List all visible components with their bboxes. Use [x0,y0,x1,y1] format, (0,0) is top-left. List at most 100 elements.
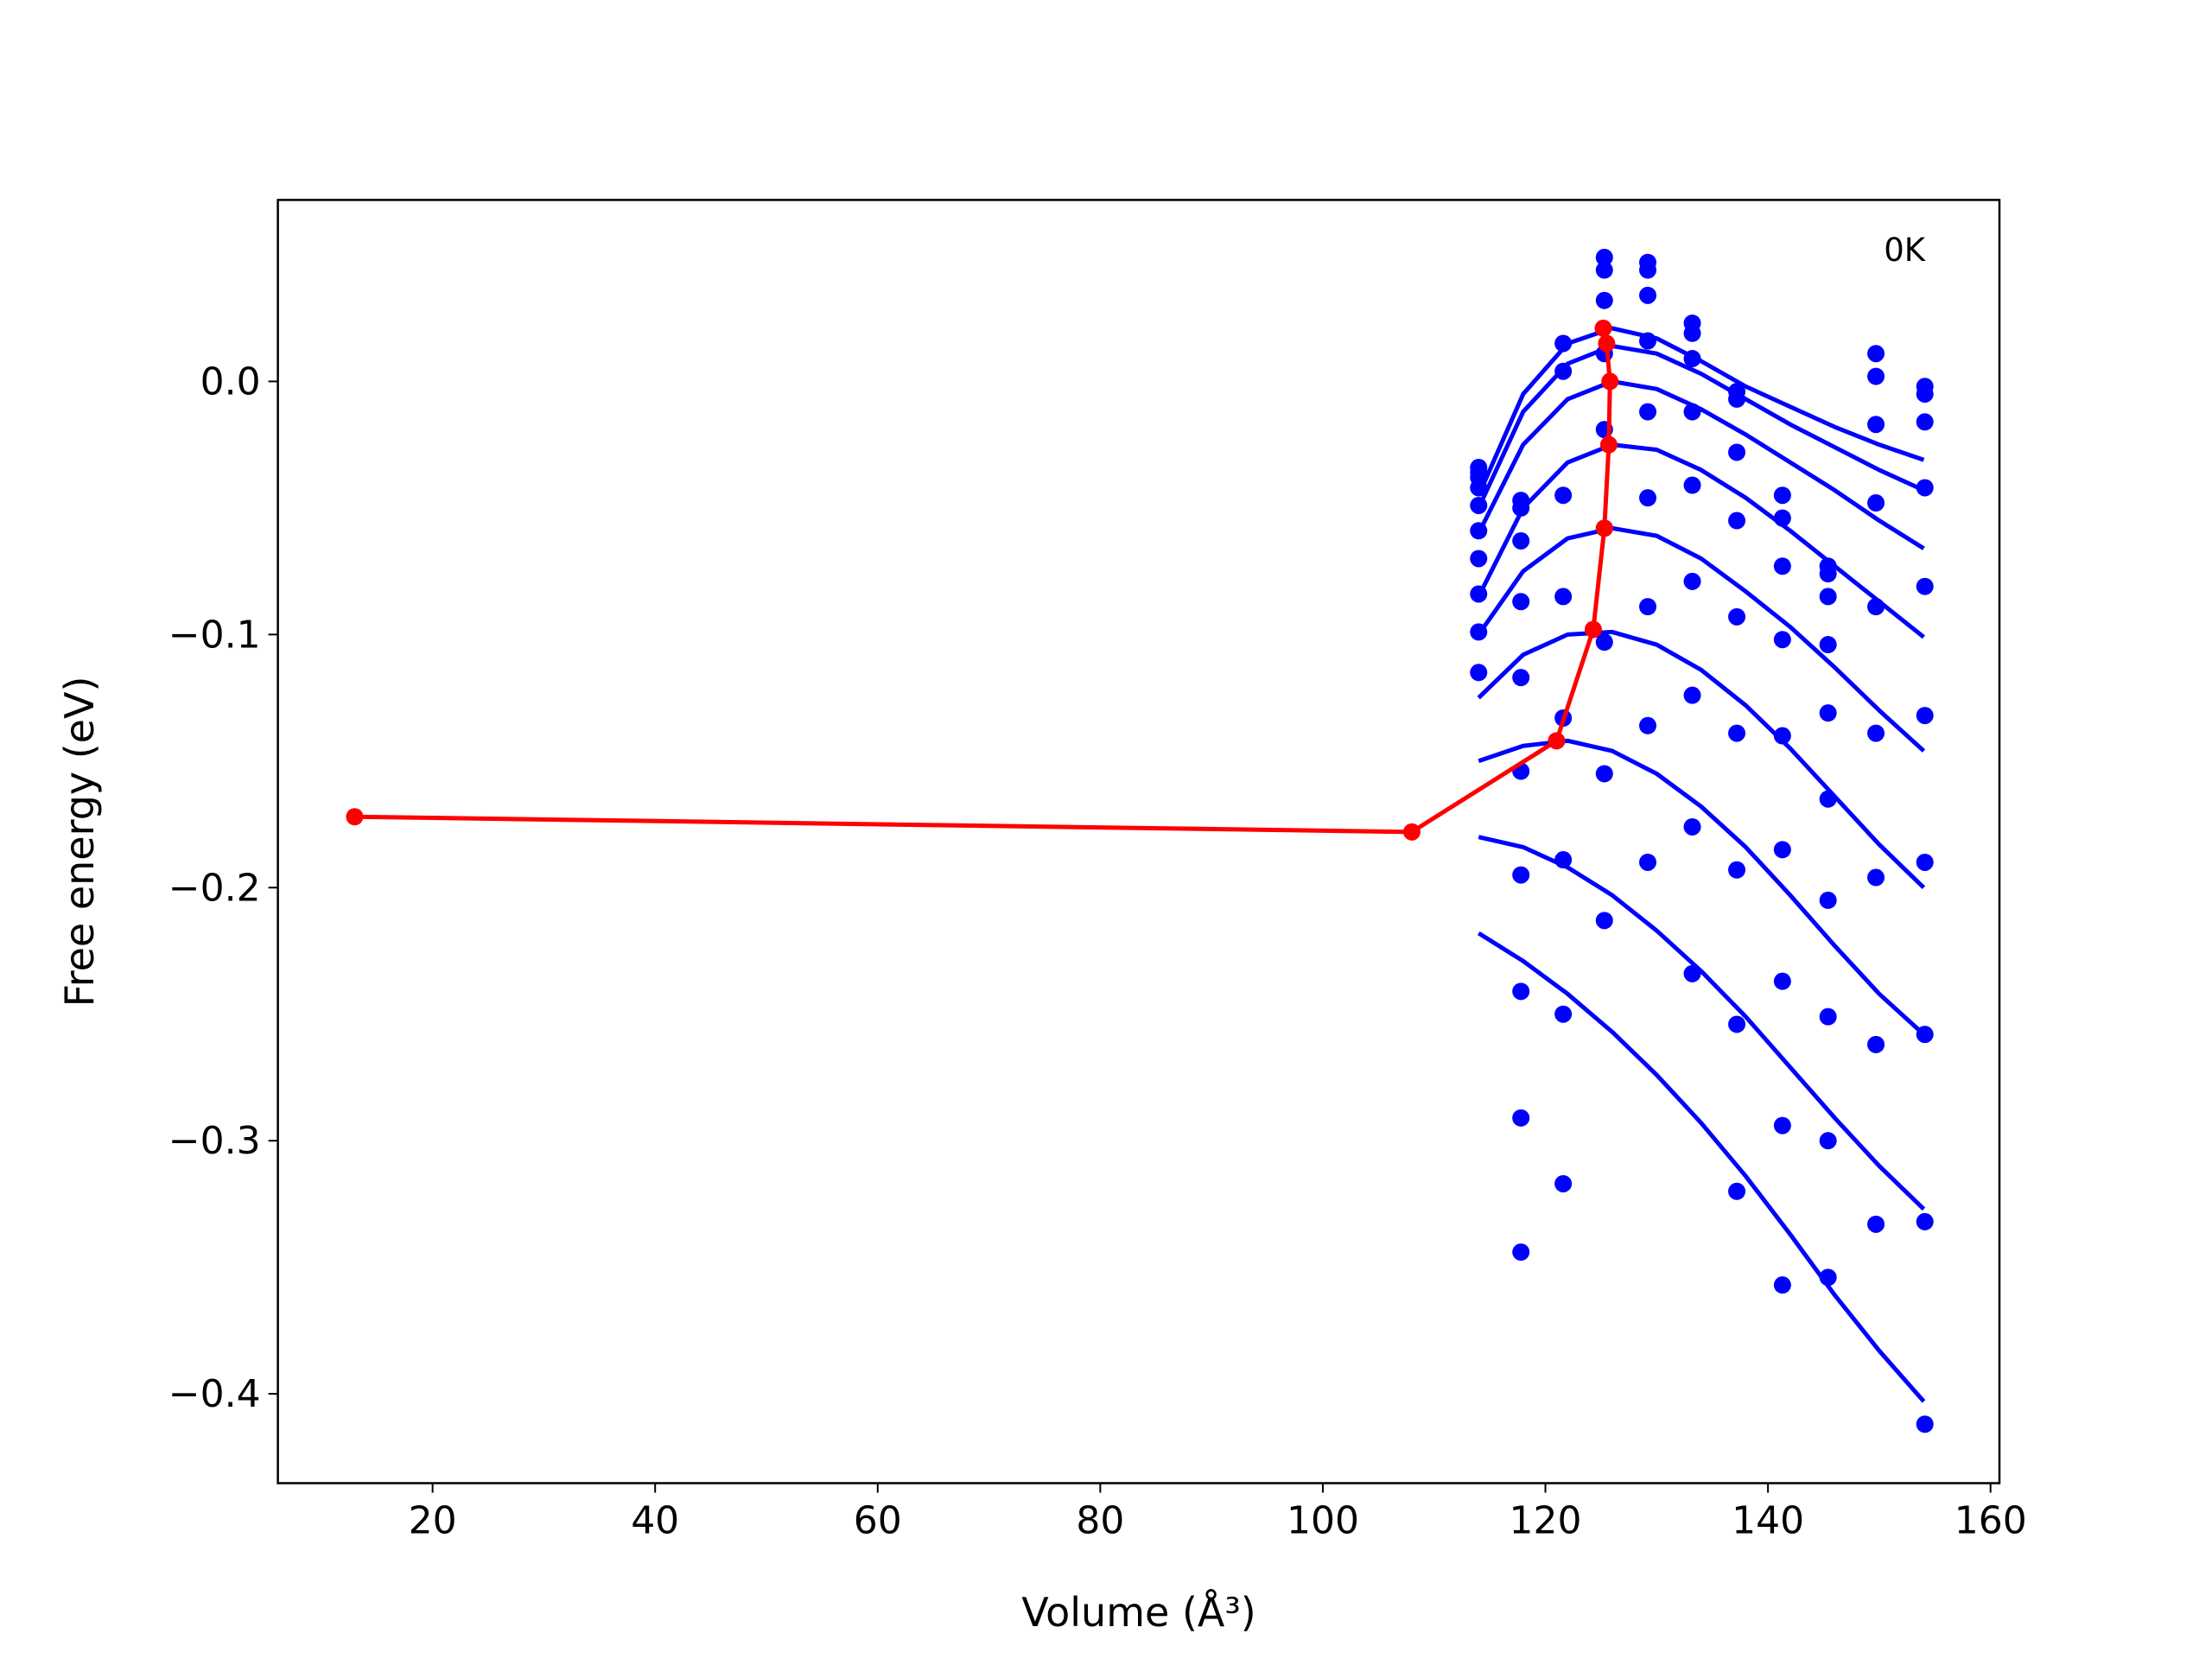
point [1599,435,1618,454]
point [1916,853,1934,871]
point [1402,823,1421,841]
point [1683,324,1701,342]
point [1819,636,1837,654]
point [1728,443,1746,461]
point [1916,1212,1934,1230]
point [1773,727,1791,745]
point [1819,1268,1837,1287]
point [1773,972,1791,990]
point [1554,851,1573,869]
point [1598,334,1616,353]
y-tick-label: −0.4 [168,1372,261,1416]
point [1584,620,1602,639]
y-tick-label: −0.1 [168,613,261,657]
point [1773,631,1791,649]
point [1867,494,1885,512]
point [1819,565,1837,583]
x-tick-label: 140 [1732,1499,1804,1543]
y-tick-label: −0.2 [168,866,261,910]
point [1867,416,1885,434]
point [1470,496,1488,514]
point [1470,479,1488,497]
x-tick-label: 80 [1076,1499,1124,1543]
point [1819,1007,1837,1026]
point [1512,499,1530,517]
point [1819,891,1837,909]
point [1554,334,1573,353]
x-tick-label: 40 [631,1499,679,1543]
point [1512,1243,1530,1262]
point [1512,531,1530,550]
point [1773,1116,1791,1135]
point [1773,841,1791,859]
point [1595,519,1613,537]
point [1512,593,1530,611]
point [1554,1174,1573,1192]
point [1819,704,1837,722]
point [1639,403,1657,421]
point [1728,724,1746,742]
point [1554,486,1573,505]
point [1773,486,1791,505]
line [1477,525,1926,753]
point [1512,669,1530,687]
point [1916,1415,1934,1433]
point [1683,686,1701,704]
point [1554,1005,1573,1023]
point [1773,1276,1791,1294]
point [1728,512,1746,530]
point [1470,550,1488,568]
point [1683,572,1701,590]
line [1477,629,1926,890]
x-tick-label: 160 [1955,1499,2027,1543]
point [1594,319,1612,337]
point [1683,476,1701,494]
point [1819,588,1837,606]
point [1773,557,1791,575]
point [1728,861,1746,879]
point [1728,1182,1746,1200]
point [1728,390,1746,408]
point [1916,479,1934,497]
point [1916,413,1934,431]
point [1867,1215,1885,1233]
point [1595,765,1613,783]
point [1773,509,1791,527]
line [1477,442,1925,639]
point [1867,598,1885,616]
y-tick-label: 0.0 [200,359,261,404]
point [1470,522,1488,540]
point [1554,588,1573,606]
point [1512,1109,1530,1127]
point [1554,362,1573,380]
point [1728,607,1746,626]
point [1639,261,1657,279]
point [1639,853,1657,871]
point [1512,982,1530,1001]
line [1476,326,1925,497]
point [1595,912,1613,930]
point [1639,489,1657,507]
point [1683,350,1701,368]
y-axis-label: Free energy (eV) [56,677,103,1007]
point [1639,716,1657,734]
x-tick-label: 20 [409,1499,457,1543]
point [1867,724,1885,742]
x-axis-label: Volume (Å³) [1021,1589,1256,1636]
x-tick-label: 120 [1510,1499,1582,1543]
point [1512,866,1530,884]
line [1476,343,1925,509]
annotation: 0K [1884,232,1927,269]
line [1477,931,1926,1403]
point [1595,291,1613,309]
point [1595,261,1613,279]
point [1470,585,1488,603]
point [1916,577,1934,595]
point [1819,790,1837,808]
point [1867,1035,1885,1053]
point [1867,868,1885,887]
point [1470,623,1488,641]
point [1683,817,1701,836]
